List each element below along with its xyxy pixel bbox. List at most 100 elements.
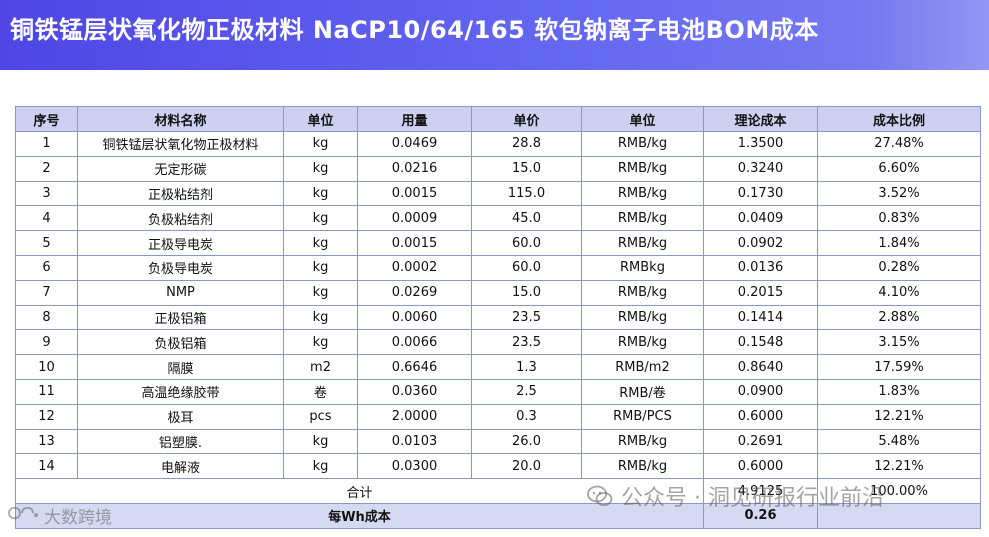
wechat-watermark: 公众号 · 洞见研报行业前沿 bbox=[587, 480, 884, 512]
cost-ratio: 0.28% bbox=[817, 254, 981, 281]
material-name: 负极导电炭 bbox=[77, 254, 284, 281]
quantity: 0.0060 bbox=[357, 304, 472, 331]
price-unit: RMB/卷 bbox=[581, 378, 704, 405]
unit-price: 26.0 bbox=[471, 428, 582, 455]
price-unit: RMB/PCS bbox=[581, 403, 704, 430]
unit-price: 2.5 bbox=[471, 378, 582, 405]
column-header: 用量 bbox=[357, 106, 472, 132]
row-index: 2 bbox=[15, 155, 78, 182]
cost-ratio: 1.84% bbox=[817, 230, 981, 256]
quantity: 0.0469 bbox=[357, 131, 472, 157]
theory-cost: 0.0409 bbox=[703, 205, 818, 232]
price-unit: RMB/kg bbox=[581, 230, 704, 256]
price-unit: RMB/kg bbox=[581, 428, 704, 455]
per-wh-label: 每Wh成本 bbox=[15, 502, 704, 529]
table-row: 7 NMP kg 0.0269 15.0 RMB/kg 0.2015 4.10% bbox=[15, 279, 981, 306]
quantity: 0.0015 bbox=[357, 230, 472, 256]
per-wh-cost: 0.26 bbox=[703, 502, 818, 529]
left-watermark-text: 大数跨境 bbox=[44, 508, 112, 528]
material-name: 负极粘结剂 bbox=[77, 205, 284, 232]
quantity: 0.0066 bbox=[357, 329, 472, 356]
unit: pcs bbox=[283, 403, 358, 430]
table-body: 1 铜铁锰层状氧化物正极材料 kg 0.0469 28.8 RMB/kg 1.3500 27.… bbox=[15, 131, 981, 529]
theory-cost: 0.1730 bbox=[703, 180, 818, 207]
cost-ratio: 4.10% bbox=[817, 279, 981, 306]
row-index: 12 bbox=[15, 403, 78, 430]
theory-cost: 0.0900 bbox=[703, 378, 818, 405]
brand-logo-icon bbox=[6, 503, 40, 528]
unit-price: 1.3 bbox=[471, 354, 582, 380]
unit-price: 60.0 bbox=[471, 230, 582, 256]
table-row: 5 正极导电炭 kg 0.0015 60.0 RMB/kg 0.0902 1.84% bbox=[15, 230, 981, 256]
row-index: 3 bbox=[15, 180, 78, 207]
cost-ratio: 6.60% bbox=[817, 155, 981, 182]
table-row: 8 正极铝箱 kg 0.0060 23.5 RMB/kg 0.1414 2.88% bbox=[15, 304, 981, 331]
row-index: 5 bbox=[15, 230, 78, 256]
theory-cost: 0.0136 bbox=[703, 254, 818, 281]
unit: 卷 bbox=[283, 378, 358, 405]
unit: kg bbox=[283, 155, 358, 182]
unit-price: 23.5 bbox=[471, 329, 582, 356]
total-row: 合计 4.9125 100.00% bbox=[15, 478, 981, 504]
table-row: 13 铝塑膜. kg 0.0103 26.0 RMB/kg 0.2691 5.48% bbox=[15, 428, 981, 455]
theory-cost: 0.2015 bbox=[703, 279, 818, 306]
cost-ratio: 12.21% bbox=[817, 403, 981, 430]
quantity: 0.0360 bbox=[357, 378, 472, 405]
theory-cost: 0.6000 bbox=[703, 453, 818, 480]
unit: kg bbox=[283, 304, 358, 331]
material-name: 正极粘结剂 bbox=[77, 180, 284, 207]
banner-accent bbox=[869, 0, 989, 70]
theory-cost: 0.2691 bbox=[703, 428, 818, 455]
quantity: 0.0103 bbox=[357, 428, 472, 455]
price-unit: RMB/kg bbox=[581, 205, 704, 232]
unit-price: 15.0 bbox=[471, 279, 582, 306]
quantity: 0.0002 bbox=[357, 254, 472, 281]
theory-cost: 1.3500 bbox=[703, 131, 818, 157]
unit: kg bbox=[283, 131, 358, 157]
column-header: 单位 bbox=[283, 106, 358, 132]
wechat-watermark-text: 公众号 · 洞见研报行业前沿 bbox=[621, 486, 884, 511]
material-name: 正极铝箱 bbox=[77, 304, 284, 331]
bom-cost-table: 序号 材料名称 单位 用量 单价 单位 理论成本 成本比例 1 铜铁锰层状氧化物正… bbox=[15, 106, 981, 529]
unit-price: 28.8 bbox=[471, 131, 582, 157]
table-row: 2 无定形碳 kg 0.0216 15.0 RMB/kg 0.3240 6.60% bbox=[15, 155, 981, 182]
cost-ratio: 5.48% bbox=[817, 428, 981, 455]
wechat-icon bbox=[587, 485, 613, 507]
table-row: 10 隔膜 m2 0.6646 1.3 RMB/m2 0.8640 17.59% bbox=[15, 354, 981, 380]
price-unit: RMB/kg bbox=[581, 180, 704, 207]
quantity: 0.0300 bbox=[357, 453, 472, 480]
unit: kg bbox=[283, 329, 358, 356]
table-row: 6 负极导电炭 kg 0.0002 60.0 RMBkg 0.0136 0.28% bbox=[15, 254, 981, 281]
material-name: 正极导电炭 bbox=[77, 230, 284, 256]
material-name: NMP bbox=[77, 279, 284, 306]
row-index: 6 bbox=[15, 254, 78, 281]
column-header: 成本比例 bbox=[817, 106, 981, 132]
material-name: 电解液 bbox=[77, 453, 284, 480]
row-index: 9 bbox=[15, 329, 78, 356]
theory-cost: 0.8640 bbox=[703, 354, 818, 380]
theory-cost: 0.6000 bbox=[703, 403, 818, 430]
price-unit: RMB/kg bbox=[581, 279, 704, 306]
table-row: 12 极耳 pcs 2.0000 0.3 RMB/PCS 0.6000 12.21% bbox=[15, 403, 981, 430]
unit: kg bbox=[283, 428, 358, 455]
column-header: 材料名称 bbox=[77, 106, 284, 132]
material-name: 铜铁锰层状氧化物正极材料 bbox=[77, 131, 284, 157]
quantity: 0.0269 bbox=[357, 279, 472, 306]
table-row: 14 电解液 kg 0.0300 20.0 RMB/kg 0.6000 12.21% bbox=[15, 453, 981, 480]
page-title: 铜铁锰层状氧化物正极材料 NaCP10/64/165 软包钠离子电池BOM成本 bbox=[10, 16, 819, 44]
row-index: 11 bbox=[15, 378, 78, 405]
price-unit: RMB/kg bbox=[581, 155, 704, 182]
table-header-row: 序号 材料名称 单位 用量 单价 单位 理论成本 成本比例 bbox=[15, 106, 981, 132]
left-watermark: 大数跨境 bbox=[6, 503, 112, 528]
theory-cost: 0.1548 bbox=[703, 329, 818, 356]
total-cost: 4.9125 bbox=[703, 478, 818, 504]
material-name: 铝塑膜. bbox=[77, 428, 284, 455]
cost-ratio: 17.59% bbox=[817, 354, 981, 380]
unit: kg bbox=[283, 279, 358, 306]
material-name: 隔膜 bbox=[77, 354, 284, 380]
cost-ratio: 3.15% bbox=[817, 329, 981, 356]
quantity: 2.0000 bbox=[357, 403, 472, 430]
price-unit: RMBkg bbox=[581, 254, 704, 281]
material-name: 极耳 bbox=[77, 403, 284, 430]
theory-cost: 0.3240 bbox=[703, 155, 818, 182]
